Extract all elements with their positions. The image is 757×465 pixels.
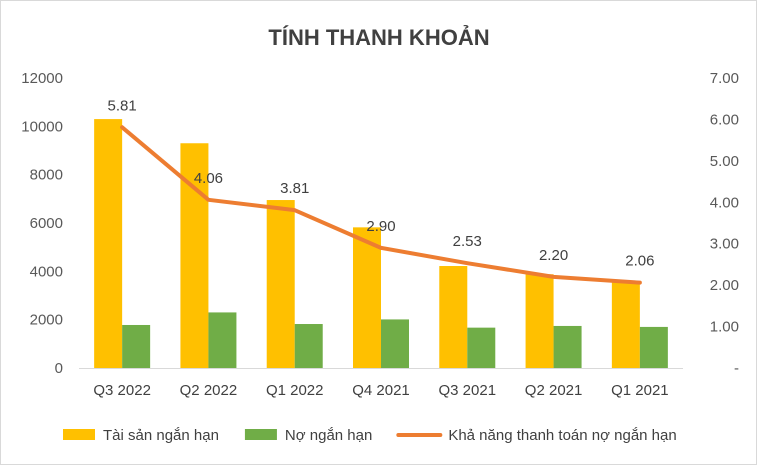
bar-current-assets [353, 227, 381, 368]
legend-item: Tài sản ngắn hạn [63, 427, 219, 444]
x-tick-label: Q3 2022 [93, 382, 151, 399]
x-tick-label: Q4 2021 [352, 382, 410, 399]
y-right-tick-label: 2.00 [710, 277, 739, 294]
y-left-tick-label: 4000 [30, 263, 63, 280]
ratio-data-label: 2.90 [366, 218, 395, 235]
legend-label: Nợ ngắn hạn [285, 427, 372, 444]
chart-title: TÍNH THANH KHOẢN [268, 25, 489, 50]
bar-current-liabilities [208, 312, 237, 368]
legend-swatch [244, 429, 277, 440]
y-right-tick-label: 7.00 [710, 70, 739, 87]
bar-current-liabilities [639, 326, 668, 368]
ratio-data-label: 5.81 [108, 97, 137, 114]
bar-current-assets [439, 266, 468, 368]
bar-current-assets [266, 200, 295, 368]
bar-current-liabilities [467, 327, 496, 368]
ratio-data-label: 2.53 [453, 233, 482, 250]
ratio-line [120, 125, 642, 285]
y-right-tick-label: 1.00 [710, 319, 739, 336]
y-right-tick-label: 4.00 [710, 194, 739, 211]
x-tick-label: Q2 2021 [525, 382, 583, 399]
bar-current-liabilities [381, 319, 409, 368]
ratio-data-label: 2.06 [625, 253, 654, 270]
y-left-tick-label: 8000 [30, 167, 63, 184]
axes: 0 2000 4000 6000 8000 10000 12000 - 1.00 2.00 3.00… [21, 70, 739, 399]
y-left-tick-label: 2000 [30, 312, 63, 329]
legend-item: Nợ ngắn hạn [244, 427, 372, 444]
x-tick-label: Q3 2021 [439, 382, 497, 399]
bar-current-liabilities [294, 324, 323, 368]
y-right-tick-label: - [734, 360, 739, 377]
legend: Tài sản ngắn hạn Nợ ngắn hạn Khả năng than… [63, 427, 677, 444]
bar-current-assets [94, 119, 123, 368]
y-left-tick-label: 6000 [30, 215, 63, 232]
bar-current-assets [611, 282, 640, 368]
y-left-tick-label: 10000 [21, 118, 63, 135]
y-left-tick-label: 0 [55, 360, 63, 377]
x-tick-label: Q1 2021 [611, 382, 669, 399]
data-labels: 5.81 4.06 3.81 2.90 2.53 2.20 2.06 [108, 97, 655, 269]
x-tick-label: Q2 2022 [180, 382, 238, 399]
y-right-tick-label: 5.00 [710, 153, 739, 170]
ratio-series-line [120, 125, 642, 285]
ratio-data-label: 3.81 [280, 180, 309, 197]
legend-label: Khả năng thanh toán nợ ngắn hạn [448, 427, 676, 444]
bars [94, 119, 668, 368]
x-tick-label: Q1 2022 [266, 382, 324, 399]
y-right-tick-label: 6.00 [710, 111, 739, 128]
bar-current-liabilities [553, 325, 582, 368]
legend-label: Tài sản ngắn hạn [103, 427, 219, 444]
bar-current-liabilities [122, 324, 151, 368]
y-left-tick-label: 12000 [21, 70, 63, 87]
ratio-data-label: 2.20 [539, 247, 568, 264]
y-right-tick-label: 3.00 [710, 236, 739, 253]
bar-current-assets [525, 274, 554, 368]
legend-item: Khả năng thanh toán nợ ngắn hạn [396, 427, 677, 444]
legend-swatch [63, 429, 95, 440]
ratio-data-label: 4.06 [194, 170, 223, 187]
